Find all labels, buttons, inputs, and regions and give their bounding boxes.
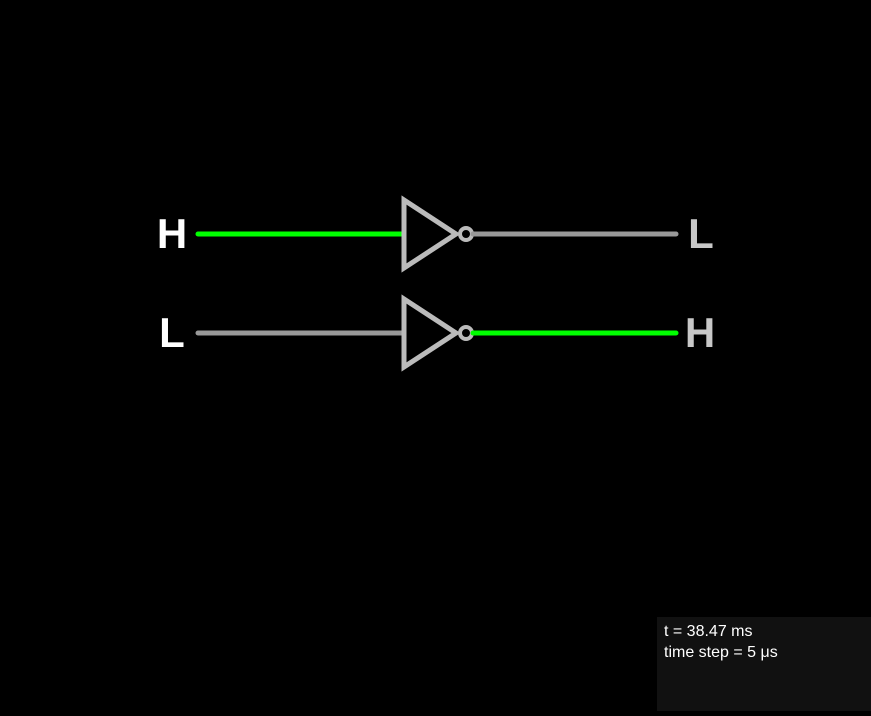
- time-step-readout: time step = 5 μs: [664, 644, 778, 661]
- not-gate-body-1[interactable]: [401, 195, 461, 273]
- output-label-1: L: [688, 210, 714, 257]
- time-readout: t = 38.47 ms: [664, 623, 753, 640]
- inversion-bubble-1: [458, 226, 474, 242]
- input-label-2[interactable]: L: [159, 309, 185, 356]
- input-label-1[interactable]: H: [157, 210, 187, 257]
- output-label-2: H: [685, 309, 715, 356]
- not-gate-1[interactable]: H L: [157, 195, 714, 273]
- inversion-bubble-2: [458, 325, 474, 341]
- simulation-info-panel: t = 38.47 ms time step = 5 μs: [657, 617, 871, 711]
- not-gate-2[interactable]: L H: [159, 294, 715, 372]
- not-gate-body-2[interactable]: [401, 294, 461, 372]
